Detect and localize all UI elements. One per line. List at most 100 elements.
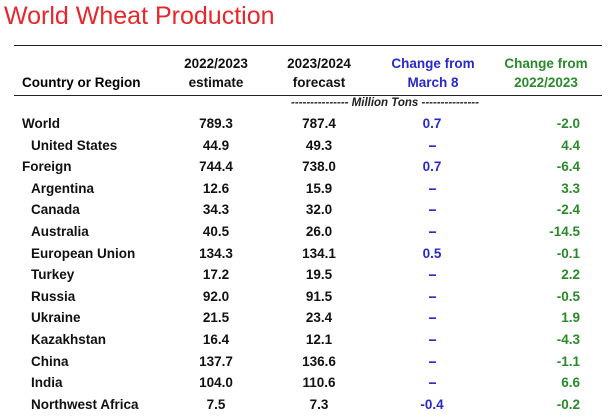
row-change-year: -2.0 — [556, 116, 580, 131]
header-country: Country or Region — [22, 73, 141, 92]
table-row: Turkey 17.2 19.5 -- 2.2 — [0, 264, 611, 286]
row-estimate: 789.3 — [199, 116, 233, 131]
row-forecast: 19.5 — [305, 267, 333, 283]
data-table-body: World 789.3 787.4 0.7 -2.0 United States 44.9 4… — [0, 113, 611, 415]
row-estimate: 134.3 — [199, 245, 233, 261]
row-change-march: -- — [428, 137, 437, 153]
row-forecast: 110.6 — [302, 375, 336, 391]
row-name: European Union — [31, 245, 136, 261]
page-title: World Wheat Production — [4, 2, 275, 30]
row-name: Russia — [31, 288, 76, 304]
table-row: India 104.0 110.6 -- 6.6 — [0, 372, 611, 394]
row-name: Foreign — [22, 159, 72, 175]
row-name: World — [22, 116, 60, 131]
table-row: Ukraine 21.5 23.4 -- 1.9 — [0, 307, 611, 329]
row-estimate: 34.3 — [202, 202, 230, 218]
table-row: European Union 134.3 134.1 0.5 -0.1 — [0, 243, 611, 265]
row-change-march: -- — [428, 223, 437, 239]
row-name: Australia — [31, 223, 89, 239]
row-estimate: 17.2 — [202, 267, 230, 283]
table-row: World 789.3 787.4 0.7 -2.0 — [0, 113, 611, 135]
row-change-year: -0.1 — [556, 245, 580, 261]
row-name: Canada — [31, 202, 80, 218]
row-estimate: 104.0 — [199, 375, 233, 391]
table-row: Northwest Africa 7.5 7.3 -0.4 -0.2 — [0, 394, 611, 416]
row-change-march: -0.4 — [420, 396, 444, 412]
table-row: United States 44.9 49.3 -- 4.4 — [0, 135, 611, 157]
row-estimate: 40.5 — [202, 223, 230, 239]
header-change-year-line2: 2022/2023 — [514, 75, 578, 90]
row-change-march: -- — [428, 331, 437, 347]
row-change-year: 1.9 — [561, 310, 580, 326]
header-change-year: Change from 2022/2023 — [500, 54, 592, 92]
table-row: China 137.7 136.6 -- -1.1 — [0, 351, 611, 373]
row-forecast: 136.6 — [302, 353, 336, 369]
row-change-march: -- — [428, 375, 437, 391]
row-name: Turkey — [31, 267, 75, 283]
row-name: Northwest Africa — [31, 396, 139, 412]
table-row: Australia 40.5 26.0 -- -14.5 — [0, 221, 611, 243]
row-change-year: -0.5 — [556, 288, 580, 304]
header-bottom-rule — [14, 95, 602, 96]
header-estimate-line2: estimate — [188, 75, 244, 90]
row-change-year: -14.5 — [549, 223, 580, 239]
row-change-year: -2.4 — [556, 202, 580, 218]
row-estimate: 7.5 — [206, 396, 226, 412]
row-forecast: 32.0 — [305, 202, 333, 218]
row-name: United States — [31, 137, 118, 153]
row-forecast: 7.3 — [309, 396, 329, 412]
row-forecast: 15.9 — [305, 180, 333, 196]
header-estimate: 2022/2023 estimate — [176, 54, 256, 92]
header-change-march: Change from March 8 — [387, 54, 479, 92]
row-name: Ukraine — [31, 310, 81, 326]
row-estimate: 137.7 — [199, 353, 233, 369]
header-forecast-line2: forecast — [292, 75, 346, 90]
row-change-march: 0.7 — [422, 159, 442, 175]
header-change-march-line1: Change from — [391, 56, 475, 71]
table-row: Russia 92.0 91.5 -- -0.5 — [0, 286, 611, 308]
header-forecast: 2023/2024 forecast — [279, 54, 359, 92]
row-change-year: -6.4 — [556, 159, 580, 175]
row-change-march: -- — [428, 310, 437, 326]
row-change-year: -0.2 — [556, 396, 580, 412]
row-estimate: 92.0 — [202, 288, 230, 304]
row-forecast: 134.1 — [302, 245, 336, 261]
row-change-march: -- — [428, 267, 437, 283]
row-name: India — [31, 375, 63, 391]
table-row: Argentina 12.6 15.9 -- 3.3 — [0, 178, 611, 200]
row-change-year: 2.2 — [561, 267, 580, 283]
row-name: Argentina — [31, 180, 95, 196]
header-country-label: Country or Region — [22, 75, 141, 90]
row-change-year: -4.3 — [556, 331, 580, 347]
row-forecast: 738.0 — [302, 159, 336, 175]
table-row: Canada 34.3 32.0 -- -2.4 — [0, 199, 611, 221]
row-change-march: -- — [428, 180, 437, 196]
row-change-march: -- — [428, 202, 437, 218]
header-forecast-line1: 2023/2024 — [287, 56, 351, 71]
row-forecast: 26.0 — [305, 223, 333, 239]
row-estimate: 44.9 — [202, 137, 230, 153]
row-change-march: 0.5 — [422, 245, 442, 261]
row-name: China — [31, 353, 69, 369]
row-estimate: 16.4 — [202, 331, 230, 347]
row-change-year: -1.1 — [556, 353, 580, 369]
table-row: Kazakhstan 16.4 12.1 -- -4.3 — [0, 329, 611, 351]
row-change-year: 6.6 — [561, 375, 580, 391]
header-change-year-line1: Change from — [504, 56, 588, 71]
row-forecast: 23.4 — [305, 310, 333, 326]
row-forecast: 49.3 — [305, 137, 333, 153]
row-change-year: 3.3 — [561, 180, 580, 196]
row-change-march: -- — [428, 353, 437, 369]
row-change-march: -- — [428, 288, 437, 304]
units-label: --------------- Million Tons -----------… — [291, 97, 479, 109]
row-forecast: 12.1 — [305, 331, 333, 347]
row-change-march: 0.7 — [422, 116, 442, 131]
header-change-march-line2: March 8 — [407, 75, 459, 90]
table-top-rule — [14, 45, 602, 46]
row-forecast: 787.4 — [302, 116, 336, 131]
row-name: Kazakhstan — [31, 331, 107, 347]
row-change-year: 4.4 — [561, 137, 580, 153]
row-forecast: 91.5 — [305, 288, 333, 304]
row-estimate: 21.5 — [202, 310, 230, 326]
row-estimate: 744.4 — [199, 159, 233, 175]
